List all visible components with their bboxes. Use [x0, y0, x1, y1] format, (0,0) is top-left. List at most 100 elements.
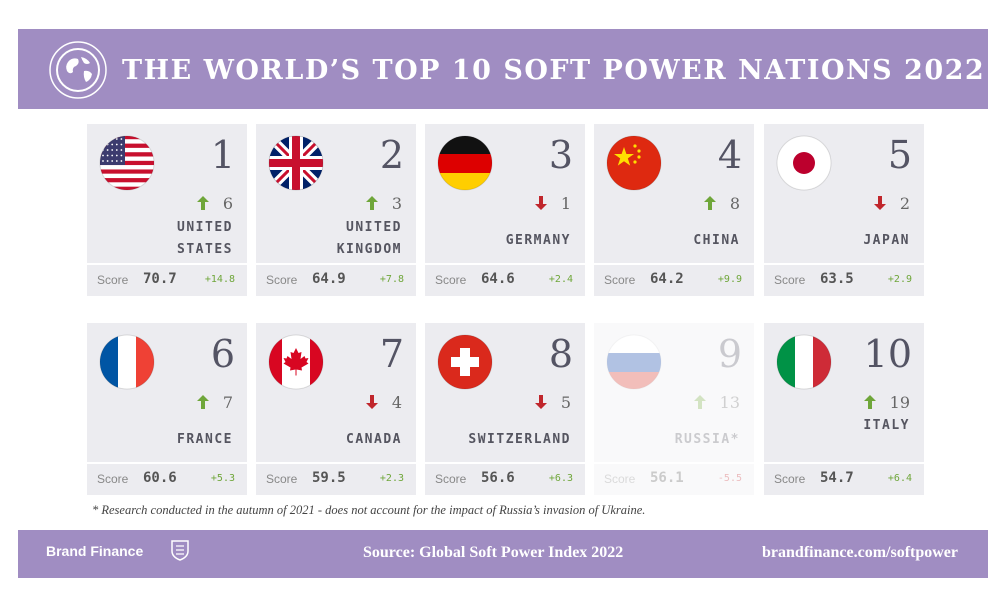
score-value: 63.5 [820, 271, 854, 287]
score-bar: Score 63.5 +2.9 [764, 263, 924, 296]
globe-icon [49, 41, 107, 99]
brand-name: Brand Finance [46, 543, 144, 559]
score-label: Score [604, 273, 636, 287]
rank-change: 5 [534, 393, 571, 413]
country-name-line: UNITED [346, 220, 402, 235]
country-name-line: ITALY [863, 418, 910, 433]
arrow-down-icon [534, 196, 547, 210]
country-name: UNITED STATES [93, 217, 233, 261]
country-name: GERMANY [431, 230, 571, 252]
arrow-down-icon [534, 395, 547, 409]
japan-flag-icon [776, 135, 832, 191]
score-bar: Score 70.7 +14.8 [87, 263, 247, 296]
score-label: Score [97, 273, 129, 287]
rank-number: 10 [863, 332, 912, 376]
rank-change-value: 7 [222, 393, 233, 412]
country-name: SWITZERLAND [431, 429, 571, 451]
nation-card: 7 4 CANADA Score 59.5 +2.3 [256, 323, 416, 495]
rank-change-value: 1 [560, 194, 571, 213]
rank-change-value: 6 [222, 194, 233, 213]
score-value: 70.7 [143, 271, 177, 287]
rank-number: 1 [210, 133, 235, 177]
china-flag-icon [606, 135, 662, 191]
score-value: 64.2 [650, 271, 684, 287]
score-bar: Score 60.6 +5.3 [87, 462, 247, 495]
score-change: +5.3 [210, 473, 235, 484]
country-name-line: CHINA [693, 233, 740, 248]
arrow-down-icon [365, 395, 378, 409]
nation-card: 8 5 SWITZERLAND Score 56.6 +6.3 [425, 323, 585, 495]
country-name-line: UNITED [177, 220, 233, 235]
country-name: CANADA [262, 429, 402, 451]
rank-number: 3 [548, 133, 573, 177]
country-name: JAPAN [770, 230, 910, 252]
arrow-up-icon [703, 196, 716, 210]
score-change: +6.3 [548, 473, 573, 484]
score-change: +2.3 [379, 473, 404, 484]
score-bar: Score 56.1 -5.5 [594, 462, 754, 495]
score-change: +14.8 [204, 274, 235, 285]
country-name: ITALY [770, 415, 910, 437]
country-name: UNITED KINGDOM [262, 217, 402, 261]
country-name-line: GERMANY [505, 233, 571, 248]
italy-flag-icon [776, 334, 832, 390]
page-title: THE WORLD’S TOP 10 SOFT POWER NATIONS 20… [122, 55, 986, 86]
nation-card: 3 1 GERMANY Score 64.6 +2.4 [425, 124, 585, 296]
switzerland-flag-icon [437, 334, 493, 390]
country-name-line: STATES [177, 242, 233, 257]
score-label: Score [435, 273, 467, 287]
nation-card: 5 2 JAPAN Score 63.5 +2.9 [764, 124, 924, 296]
rank-change-value: 8 [729, 194, 740, 213]
germany-flag-icon [437, 135, 493, 191]
france-flag-icon [99, 334, 155, 390]
country-name-line: KINGDOM [336, 242, 402, 257]
footnote: * Research conducted in the autumn of 20… [92, 503, 646, 517]
rank-number: 4 [717, 133, 742, 177]
rank-change-value: 13 [719, 393, 740, 412]
score-change: +6.4 [887, 473, 912, 484]
score-change: -5.5 [717, 473, 742, 484]
canada-flag-icon [268, 334, 324, 390]
arrow-up-icon [863, 395, 876, 409]
rank-change: 13 [693, 393, 740, 413]
score-change: +9.9 [717, 274, 742, 285]
score-label: Score [266, 472, 298, 486]
rank-change-value: 4 [391, 393, 402, 412]
arrow-up-icon [196, 395, 209, 409]
country-name-line: JAPAN [863, 233, 910, 248]
country-name: FRANCE [93, 429, 233, 451]
rank-change-value: 19 [889, 393, 910, 412]
score-change: +2.9 [887, 274, 912, 285]
arrow-up-icon [365, 196, 378, 210]
rank-number: 5 [887, 133, 912, 177]
nation-card: 1 6 UNITED STATES Score 70.7 +14.8 [87, 124, 247, 296]
rank-change: 6 [196, 194, 233, 214]
nation-card: 4 8 CHINA Score 64.2 +9.9 [594, 124, 754, 296]
rank-change: 1 [534, 194, 571, 214]
rank-change: 4 [365, 393, 402, 413]
country-name: RUSSIA* [600, 429, 740, 451]
country-name-line: CANADA [346, 432, 402, 447]
score-bar: Score 64.9 +7.8 [256, 263, 416, 296]
rank-change: 7 [196, 393, 233, 413]
score-value: 54.7 [820, 470, 854, 486]
score-bar: Score 56.6 +6.3 [425, 462, 585, 495]
rank-number: 6 [210, 332, 235, 376]
rank-change-value: 5 [560, 393, 571, 412]
score-label: Score [266, 273, 298, 287]
score-value: 56.6 [481, 470, 515, 486]
russia-flag-icon [607, 335, 661, 389]
score-bar: Score 64.2 +9.9 [594, 263, 754, 296]
website-link[interactable]: brandfinance.com/softpower [762, 544, 958, 561]
score-bar: Score 59.5 +2.3 [256, 462, 416, 495]
score-label: Score [435, 472, 467, 486]
rank-number: 8 [548, 332, 573, 376]
score-value: 60.6 [143, 470, 177, 486]
score-label: Score [97, 472, 129, 486]
rank-change: 2 [873, 194, 910, 214]
country-name: CHINA [600, 230, 740, 252]
rank-change: 19 [863, 393, 910, 413]
score-change: +7.8 [379, 274, 404, 285]
rank-number: 9 [717, 332, 742, 376]
rank-number: 2 [379, 133, 404, 177]
